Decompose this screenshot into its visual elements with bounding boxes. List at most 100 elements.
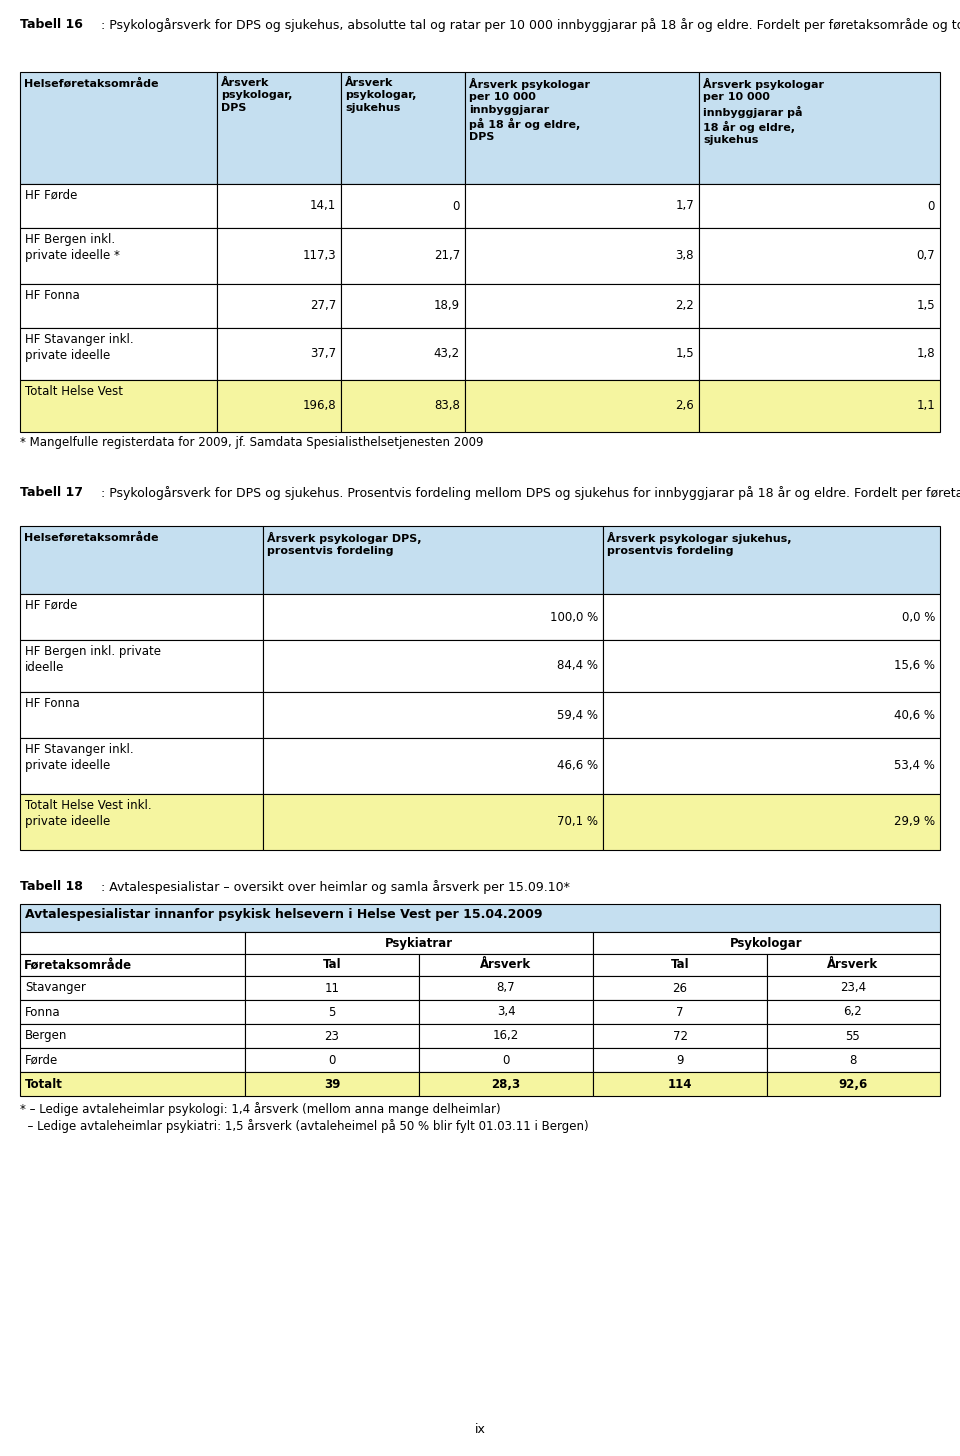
Bar bbox=[767, 976, 940, 1000]
Text: Avtalespesialistar innanfor psykisk helsevern i Helse Vest per 15.04.2009: Avtalespesialistar innanfor psykisk hels… bbox=[25, 909, 542, 922]
Text: Helseføretaksområde: Helseføretaksområde bbox=[24, 531, 158, 543]
Bar bbox=[419, 1072, 593, 1096]
Text: HF Førde: HF Førde bbox=[25, 598, 78, 612]
Bar bbox=[217, 284, 341, 328]
Text: HF Fonna: HF Fonna bbox=[25, 697, 80, 711]
Text: 18,9: 18,9 bbox=[434, 300, 460, 313]
Bar bbox=[419, 954, 593, 976]
Text: Førde: Førde bbox=[25, 1054, 59, 1066]
Text: Årsverk psykologar sjukehus,
prosentvis fordeling: Årsverk psykologar sjukehus, prosentvis … bbox=[607, 531, 791, 556]
Text: 7: 7 bbox=[676, 1006, 684, 1019]
Bar bbox=[217, 328, 341, 380]
Text: 92,6: 92,6 bbox=[838, 1077, 868, 1091]
Bar bbox=[20, 1072, 245, 1096]
Text: 0,7: 0,7 bbox=[917, 249, 935, 262]
Bar bbox=[767, 1024, 940, 1048]
Bar bbox=[20, 1024, 245, 1048]
Text: 11: 11 bbox=[324, 981, 340, 994]
Text: 37,7: 37,7 bbox=[310, 348, 336, 361]
Bar bbox=[341, 71, 465, 183]
Text: Årsverk
psykologar,
sjukehus: Årsverk psykologar, sjukehus bbox=[345, 79, 417, 114]
Bar bbox=[465, 71, 699, 183]
Text: 40,6 %: 40,6 % bbox=[894, 709, 935, 722]
Bar bbox=[263, 692, 603, 738]
Bar bbox=[603, 641, 940, 692]
Text: HF Stavanger inkl.
private ideelle: HF Stavanger inkl. private ideelle bbox=[25, 333, 133, 363]
Bar bbox=[767, 1048, 940, 1072]
Bar bbox=[20, 526, 263, 594]
Bar bbox=[699, 380, 940, 432]
Text: Stavanger: Stavanger bbox=[25, 981, 85, 994]
Bar bbox=[593, 1072, 767, 1096]
Text: Føretaksområde: Føretaksområde bbox=[24, 958, 132, 971]
Text: Bergen: Bergen bbox=[25, 1029, 67, 1042]
Bar bbox=[245, 932, 593, 954]
Text: 28,3: 28,3 bbox=[492, 1077, 520, 1091]
Bar bbox=[419, 1048, 593, 1072]
Bar bbox=[245, 1072, 419, 1096]
Text: 0,0 %: 0,0 % bbox=[901, 610, 935, 623]
Bar bbox=[593, 932, 940, 954]
Text: 70,1 %: 70,1 % bbox=[557, 815, 598, 828]
Bar bbox=[217, 229, 341, 284]
Bar bbox=[245, 1000, 419, 1024]
Bar bbox=[465, 284, 699, 328]
Bar bbox=[245, 954, 419, 976]
Text: 196,8: 196,8 bbox=[302, 399, 336, 412]
Text: 117,3: 117,3 bbox=[302, 249, 336, 262]
Bar bbox=[245, 1024, 419, 1048]
Text: Årsverk
psykologar,
DPS: Årsverk psykologar, DPS bbox=[221, 79, 293, 114]
Text: 0: 0 bbox=[927, 199, 935, 213]
Bar bbox=[217, 71, 341, 183]
Bar bbox=[593, 954, 767, 976]
Bar bbox=[465, 328, 699, 380]
Text: 0: 0 bbox=[328, 1054, 336, 1066]
Bar bbox=[20, 71, 217, 183]
Bar bbox=[20, 794, 263, 850]
Text: HF Stavanger inkl.
private ideelle: HF Stavanger inkl. private ideelle bbox=[25, 743, 133, 772]
Text: Tabell 16: Tabell 16 bbox=[20, 17, 83, 31]
Text: Tal: Tal bbox=[323, 958, 342, 971]
Text: Tabell 17: Tabell 17 bbox=[20, 486, 83, 499]
Text: * Mangelfulle registerdata for 2009, jf. Samdata Spesialisthelsetjenesten 2009: * Mangelfulle registerdata for 2009, jf.… bbox=[20, 435, 484, 448]
Bar bbox=[593, 1024, 767, 1048]
Text: Fonna: Fonna bbox=[25, 1006, 60, 1019]
Text: HF Fonna: HF Fonna bbox=[25, 288, 80, 301]
Bar bbox=[699, 71, 940, 183]
Bar bbox=[465, 380, 699, 432]
Bar bbox=[767, 1072, 940, 1096]
Text: 72: 72 bbox=[673, 1029, 687, 1042]
Text: 27,7: 27,7 bbox=[310, 300, 336, 313]
Bar bbox=[593, 1000, 767, 1024]
Bar bbox=[341, 284, 465, 328]
Bar bbox=[767, 954, 940, 976]
Text: 84,4 %: 84,4 % bbox=[557, 660, 598, 673]
Bar bbox=[20, 380, 217, 432]
Bar bbox=[263, 526, 603, 594]
Text: 9: 9 bbox=[676, 1054, 684, 1066]
Bar bbox=[20, 183, 217, 229]
Text: Tabell 18: Tabell 18 bbox=[20, 879, 83, 893]
Bar bbox=[20, 641, 263, 692]
Text: 8: 8 bbox=[850, 1054, 856, 1066]
Text: ix: ix bbox=[474, 1423, 486, 1436]
Text: HF Bergen inkl. private
ideelle: HF Bergen inkl. private ideelle bbox=[25, 645, 161, 674]
Text: * – Ledige avtaleheimlar psykologi: 1,4 årsverk (mellom anna mange delheimlar): * – Ledige avtaleheimlar psykologi: 1,4 … bbox=[20, 1102, 500, 1115]
Text: 114: 114 bbox=[668, 1077, 692, 1091]
Bar bbox=[20, 328, 217, 380]
Bar bbox=[699, 183, 940, 229]
Text: Totalt: Totalt bbox=[25, 1077, 62, 1091]
Text: : Avtalespesialistar – oversikt over heimlar og samla årsverk per 15.09.10*: : Avtalespesialistar – oversikt over hei… bbox=[101, 879, 570, 894]
Bar bbox=[419, 1000, 593, 1024]
Bar bbox=[20, 904, 940, 932]
Bar bbox=[465, 229, 699, 284]
Text: 1,8: 1,8 bbox=[917, 348, 935, 361]
Text: 23,4: 23,4 bbox=[840, 981, 866, 994]
Bar bbox=[341, 229, 465, 284]
Bar bbox=[603, 526, 940, 594]
Bar bbox=[20, 229, 217, 284]
Bar bbox=[20, 594, 263, 641]
Text: 1,5: 1,5 bbox=[917, 300, 935, 313]
Bar bbox=[245, 1048, 419, 1072]
Text: 59,4 %: 59,4 % bbox=[557, 709, 598, 722]
